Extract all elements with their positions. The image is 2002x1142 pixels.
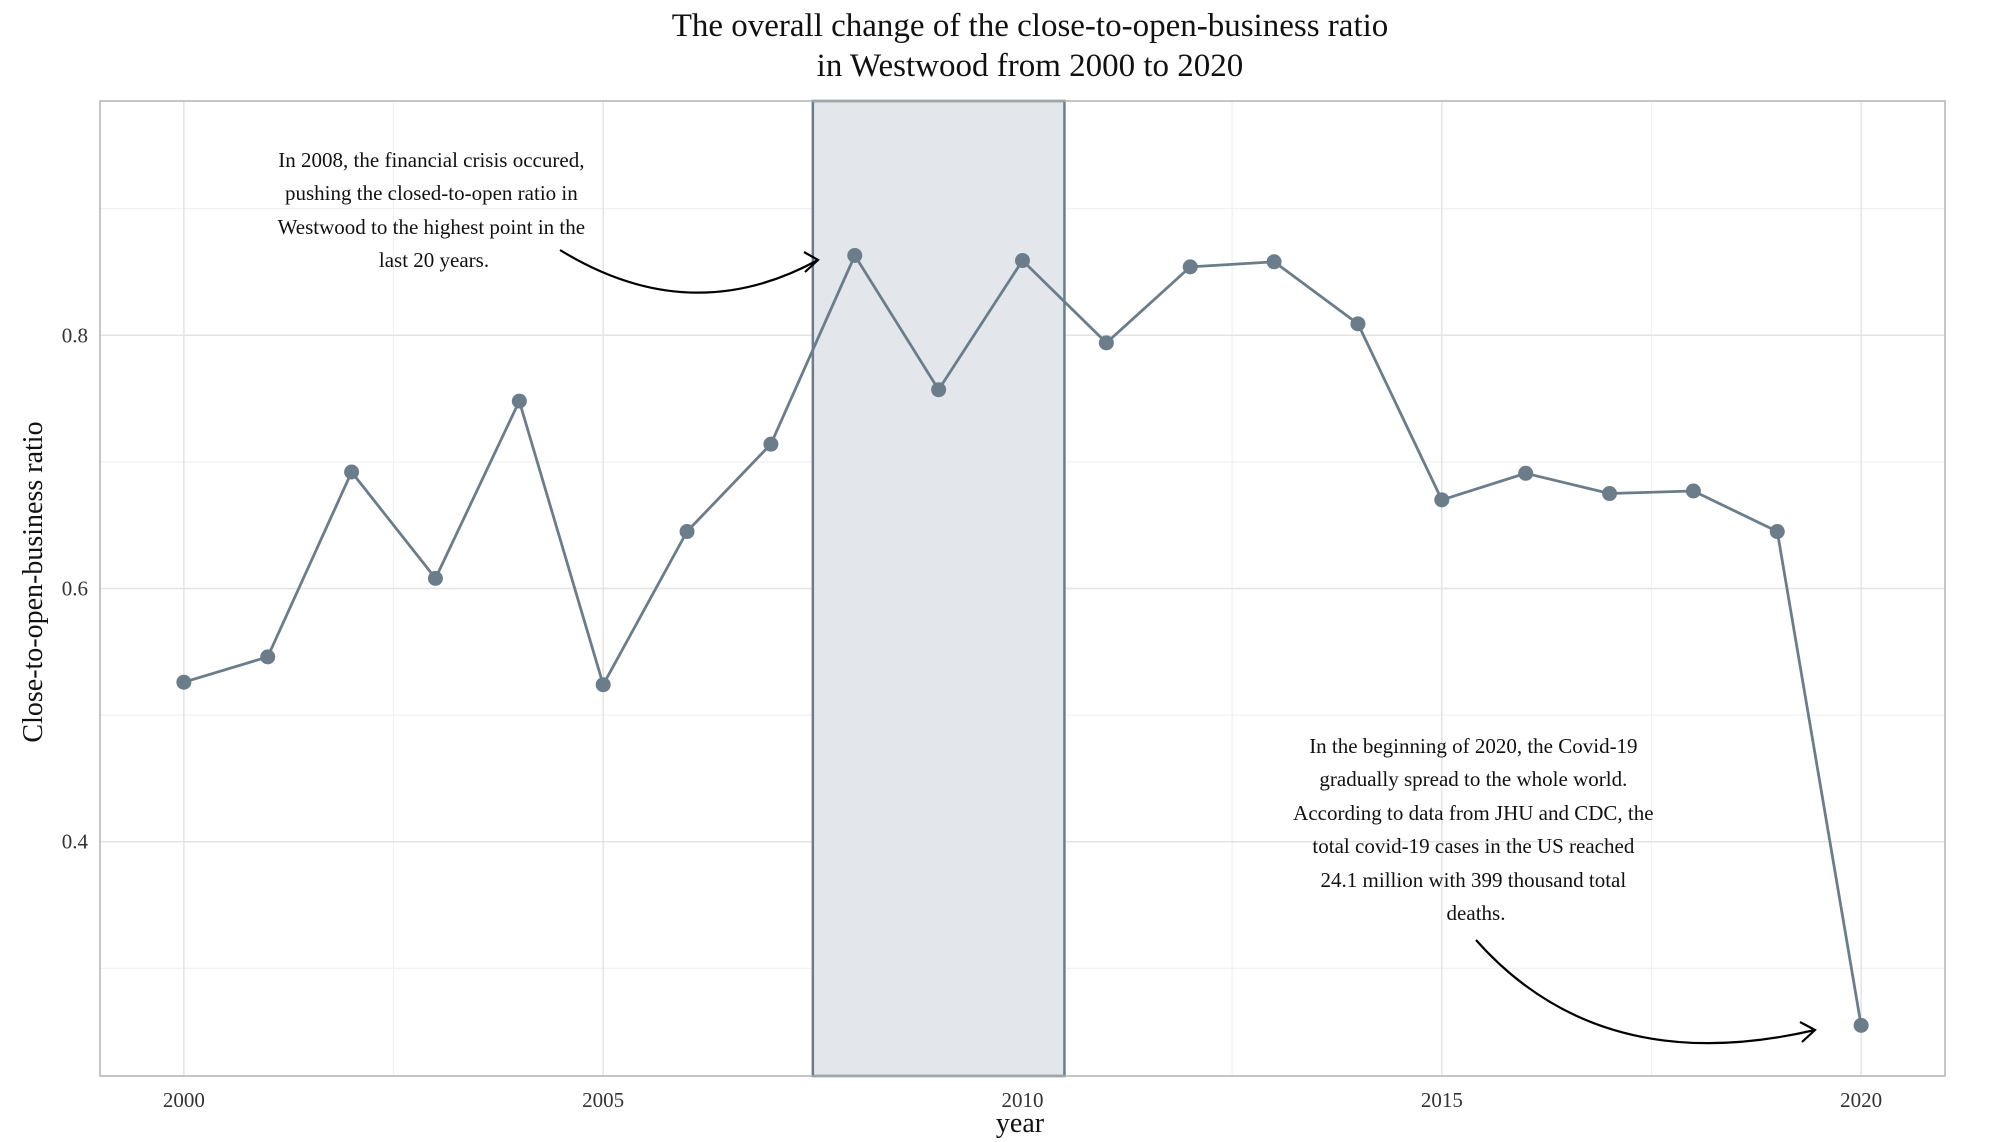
data-point <box>260 649 276 665</box>
data-point <box>595 677 611 693</box>
y-axis-title: Close-to-open-business ratio <box>18 421 49 742</box>
annotation-1-line-2: pushing the closed-to-open ratio in <box>285 181 578 205</box>
data-point <box>1518 465 1534 481</box>
chart-title: The overall change of the close-to-open-… <box>100 6 1960 86</box>
annotation-2-arrow <box>1475 939 1816 1045</box>
y-tick-label: 0.4 <box>62 830 89 854</box>
data-point <box>1015 253 1030 269</box>
data-point <box>1853 1017 1869 1033</box>
x-axis-title: year <box>996 1108 1045 1139</box>
x-tick-label: 2015 <box>1421 1088 1463 1112</box>
chart-title-line-2: in Westwood from 2000 to 2020 <box>816 48 1244 84</box>
data-point <box>1350 316 1366 332</box>
annotation-2-line-2: gradually spread to the whole world. <box>1319 767 1627 791</box>
x-tick-label: 2000 <box>163 1088 205 1112</box>
data-point <box>847 247 863 263</box>
data-point <box>344 464 360 480</box>
annotation-2-line-3: According to data from JHU and CDC, the <box>1293 801 1653 825</box>
data-points <box>176 247 1869 1033</box>
x-tick-label: 2020 <box>1840 1088 1882 1112</box>
annotation-1-arrow <box>559 249 819 294</box>
chart-title-line-1: The overall change of the close-to-open-… <box>671 8 1389 44</box>
data-point <box>176 674 192 690</box>
data-point <box>1182 259 1198 275</box>
data-point <box>1266 254 1282 270</box>
x-tick-label: 2005 <box>582 1088 624 1112</box>
data-point <box>1434 492 1450 508</box>
y-axis-ticks: 0.4 0.6 0.8 <box>62 323 89 853</box>
data-point <box>1602 486 1618 502</box>
annotation-2-line-4: total covid-19 cases in the US reached <box>1312 834 1634 858</box>
y-tick-label: 0.8 <box>62 323 88 347</box>
annotation-2-line-1: In the beginning of 2020, the Covid-19 <box>1309 734 1637 758</box>
annotation-covid-19: In the beginning of 2020, the Covid-19 g… <box>1293 734 1659 925</box>
plot-panel-border <box>99 100 1946 1077</box>
x-axis-ticks: 2000 2005 2010 2015 2020 <box>163 1088 1882 1112</box>
annotation-financial-crisis: In 2008, the financial crisis occured, p… <box>278 148 591 272</box>
annotation-2-line-6: deaths. <box>1447 901 1506 925</box>
annotation-2-line-5: 24.1 million with 399 thousand total <box>1321 868 1627 892</box>
data-point <box>1685 483 1701 499</box>
y-tick-label: 0.6 <box>62 577 88 601</box>
data-point <box>763 436 779 452</box>
data-point <box>931 382 947 398</box>
x-tick-label: 2010 <box>1002 1088 1044 1112</box>
financial-crisis-highlight <box>811 99 1066 1078</box>
annotation-2-arrowhead <box>1799 1021 1817 1043</box>
data-point <box>1769 524 1785 540</box>
annotation-1-line-1: In 2008, the financial crisis occured, <box>278 148 584 172</box>
annotation-1-arrowhead <box>803 251 820 273</box>
data-point <box>427 570 443 586</box>
data-point <box>1098 335 1114 351</box>
data-point <box>511 393 527 409</box>
data-point <box>679 524 695 540</box>
annotation-1-line-3: Westwood to the highest point in the <box>278 215 585 239</box>
annotation-1-line-4: last 20 years. <box>379 248 489 272</box>
